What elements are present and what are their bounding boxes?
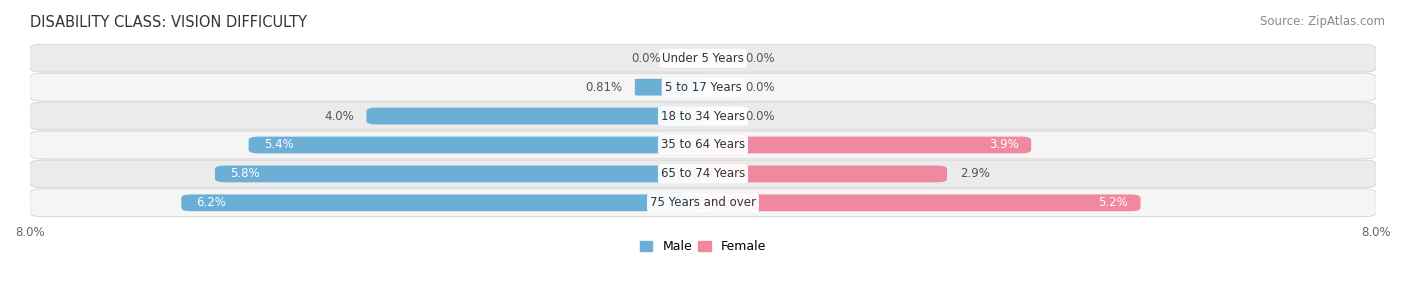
Text: 0.0%: 0.0% [631, 52, 661, 65]
FancyBboxPatch shape [30, 189, 1376, 217]
Text: Under 5 Years: Under 5 Years [662, 52, 744, 65]
Text: 0.81%: 0.81% [585, 81, 623, 94]
FancyBboxPatch shape [215, 166, 703, 182]
Text: 4.0%: 4.0% [323, 109, 354, 123]
Text: Source: ZipAtlas.com: Source: ZipAtlas.com [1260, 15, 1385, 28]
FancyBboxPatch shape [30, 160, 1376, 188]
Text: 6.2%: 6.2% [197, 196, 226, 209]
Text: DISABILITY CLASS: VISION DIFFICULTY: DISABILITY CLASS: VISION DIFFICULTY [30, 15, 307, 30]
Text: 75 Years and over: 75 Years and over [650, 196, 756, 209]
FancyBboxPatch shape [30, 102, 1376, 130]
FancyBboxPatch shape [703, 166, 948, 182]
FancyBboxPatch shape [367, 108, 703, 124]
Text: 5.2%: 5.2% [1098, 196, 1128, 209]
Legend: Male, Female: Male, Female [640, 240, 766, 253]
FancyBboxPatch shape [30, 73, 1376, 101]
Text: 0.0%: 0.0% [745, 52, 775, 65]
FancyBboxPatch shape [703, 195, 1140, 211]
FancyBboxPatch shape [30, 44, 1376, 72]
Text: 5.8%: 5.8% [231, 167, 260, 181]
Text: 65 to 74 Years: 65 to 74 Years [661, 167, 745, 181]
FancyBboxPatch shape [249, 137, 703, 153]
FancyBboxPatch shape [636, 79, 703, 95]
FancyBboxPatch shape [30, 131, 1376, 159]
Text: 0.0%: 0.0% [745, 109, 775, 123]
Text: 5 to 17 Years: 5 to 17 Years [665, 81, 741, 94]
Text: 2.9%: 2.9% [960, 167, 990, 181]
Text: 18 to 34 Years: 18 to 34 Years [661, 109, 745, 123]
FancyBboxPatch shape [181, 195, 703, 211]
Text: 35 to 64 Years: 35 to 64 Years [661, 138, 745, 152]
FancyBboxPatch shape [703, 137, 1031, 153]
Text: 3.9%: 3.9% [988, 138, 1018, 152]
Text: 0.0%: 0.0% [745, 81, 775, 94]
Text: 5.4%: 5.4% [264, 138, 294, 152]
